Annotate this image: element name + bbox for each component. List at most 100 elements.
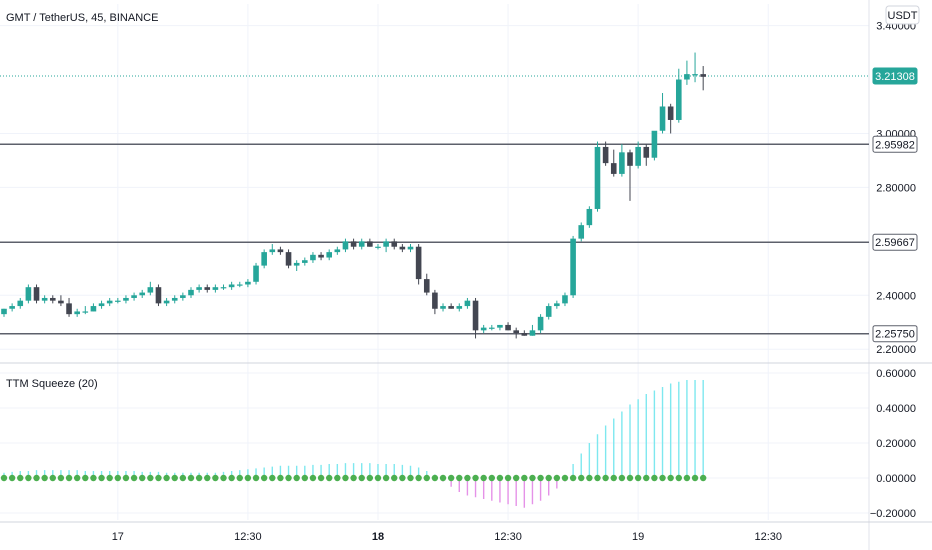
time-tick-label: 12:30 [234, 531, 262, 543]
candle-body [448, 306, 454, 309]
candle-body [204, 287, 211, 290]
currency-badge-label: USDT [888, 10, 918, 22]
squeeze-dot [244, 474, 252, 482]
squeeze-dot [130, 474, 138, 482]
squeeze-dot [204, 474, 211, 482]
squeeze-dot [374, 474, 382, 482]
candle-body [334, 249, 341, 253]
squeeze-dot [407, 474, 414, 482]
candle-body [350, 241, 357, 247]
price-tag-label: 2.95982 [875, 139, 915, 151]
candle-body [245, 281, 251, 285]
candle-body [196, 287, 202, 290]
candle-body [529, 330, 536, 336]
candle-body [651, 130, 658, 158]
squeeze-dot [464, 474, 471, 482]
squeeze-dot [98, 474, 105, 482]
squeeze-dot [82, 474, 89, 482]
momentum-histogram [3, 380, 704, 508]
candle-body [269, 249, 276, 253]
level-price-tag [872, 135, 918, 153]
squeeze-dot [195, 474, 203, 482]
squeeze-dot [423, 474, 430, 482]
candle-body [562, 295, 568, 304]
squeeze-dot [431, 474, 439, 482]
squeeze-dot [578, 474, 585, 482]
candle-body [90, 306, 97, 312]
level-price-tag [872, 325, 918, 343]
candle-body [228, 284, 235, 288]
candle-body [212, 287, 219, 290]
squeeze-dot [17, 474, 24, 482]
price-tick-label: 2.80000 [876, 182, 916, 194]
time-tick-label: 17 [112, 531, 124, 543]
candle-body [326, 252, 332, 258]
candlestick-series [1, 52, 706, 339]
squeeze-dot [553, 474, 561, 482]
price-tags: 3.21308 2.95982 2.59667 2.25750 [872, 67, 918, 343]
candle-body [537, 316, 544, 331]
squeeze-dot [350, 474, 357, 482]
current-price-tag [872, 67, 918, 85]
squeeze-dot [0, 474, 8, 482]
price-tick-label: 2.40000 [876, 290, 916, 302]
candle-body [667, 106, 674, 120]
time-axis[interactable]: 17 12:30 18 12:30 19 12:30 [112, 531, 782, 543]
squeeze-dot [659, 474, 666, 482]
squeeze-dot [114, 474, 122, 482]
squeeze-dot [65, 474, 73, 482]
candle-body [407, 246, 414, 250]
candle-body [9, 306, 15, 309]
candle-body [399, 246, 406, 250]
momentum-tick-label: 0.20000 [876, 438, 916, 450]
candle-body [302, 260, 308, 263]
squeeze-dot [163, 474, 170, 482]
candle-body [545, 306, 552, 317]
squeeze-dot [602, 474, 609, 482]
candle-body [619, 152, 625, 174]
squeeze-dot [171, 474, 178, 482]
squeeze-dot [220, 474, 227, 482]
candle-body [675, 79, 682, 120]
candle-body [521, 333, 528, 336]
candle-body [627, 152, 633, 166]
candle-body [66, 303, 72, 315]
candle-body [489, 327, 495, 329]
squeeze-dot [488, 474, 495, 482]
squeeze-dot [342, 474, 349, 482]
squeeze-dot [90, 474, 97, 482]
price-axes[interactable]: 3.400003.000002.800002.400002.200000.600… [870, 21, 916, 520]
candle-body [236, 284, 243, 286]
squeeze-dot [643, 474, 650, 482]
candle-body [139, 292, 146, 296]
candle-body [415, 246, 422, 280]
candle-body [147, 287, 154, 293]
candle-body [74, 311, 80, 315]
candle-body [188, 289, 194, 296]
squeeze-dot [415, 474, 422, 482]
candle-body [58, 300, 64, 304]
candle-body [497, 324, 503, 328]
squeeze-dot [456, 474, 463, 482]
squeeze-dot [447, 474, 455, 482]
candle-body [513, 330, 519, 334]
squeeze-dot [106, 474, 113, 482]
squeeze-dot [480, 474, 487, 482]
candle-body [25, 287, 32, 301]
candle-body [342, 241, 349, 250]
squeeze-dot [293, 474, 300, 482]
candle-body [594, 146, 601, 209]
candle-body [684, 74, 690, 80]
squeeze-dot [366, 474, 374, 482]
candle-body [480, 327, 487, 331]
currency-badge[interactable]: USDT [885, 5, 920, 25]
squeeze-dot [618, 474, 626, 482]
price-tag-label: 2.59667 [875, 237, 915, 249]
squeeze-dot [228, 474, 235, 482]
squeeze-dot [439, 474, 447, 482]
candle-body [578, 225, 585, 239]
squeeze-dot [252, 474, 260, 482]
squeeze-dot [399, 474, 406, 482]
